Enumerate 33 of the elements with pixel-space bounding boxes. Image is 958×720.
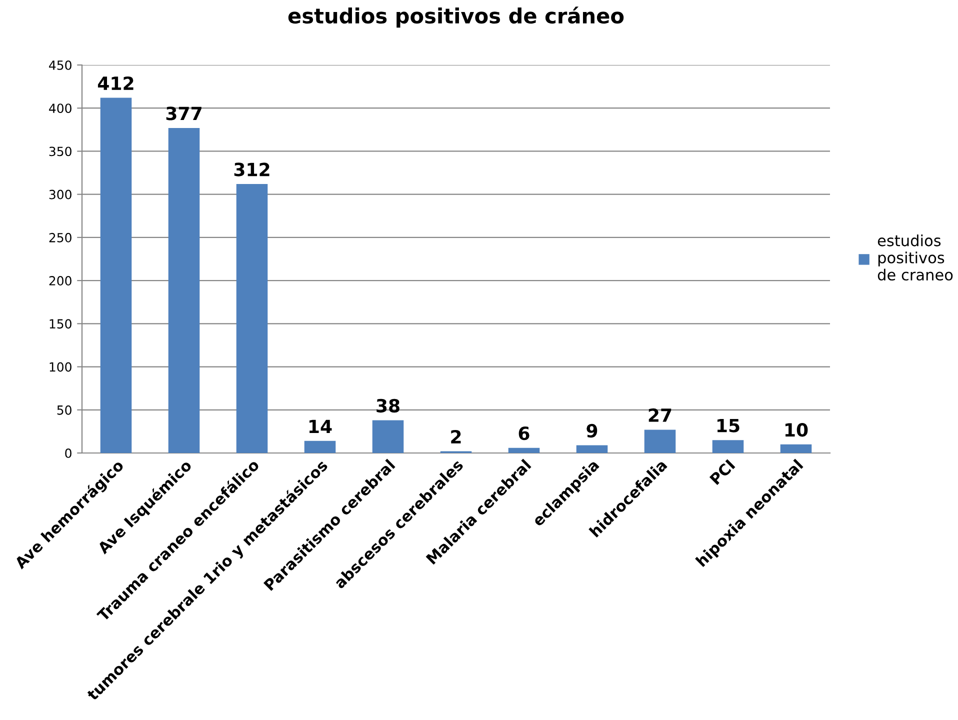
y-tick-label: 450 (49, 60, 72, 70)
data-label: 6 (518, 426, 530, 440)
y-tick-label: 300 (49, 190, 72, 200)
y-tick-label: 350 (49, 146, 72, 156)
bar (372, 420, 404, 453)
y-tick-label: 400 (49, 104, 72, 114)
bar (780, 444, 812, 453)
data-label: 377 (166, 106, 202, 120)
y-tick-label: 250 (49, 232, 72, 242)
data-label: 412 (98, 76, 134, 90)
data-label: 15 (717, 418, 740, 432)
bar (168, 128, 200, 453)
bar (100, 98, 132, 453)
bar (712, 440, 744, 453)
data-label: 14 (309, 420, 332, 434)
y-tick-label: 0 (65, 448, 72, 458)
y-tick-label: 200 (49, 276, 72, 286)
bar (508, 448, 540, 453)
bar (236, 184, 268, 453)
data-label: 27 (648, 408, 672, 422)
y-tick-label: 100 (50, 362, 72, 372)
bar (644, 430, 676, 453)
legend-label: estudios positivos de craneo (878, 234, 953, 281)
bar (304, 440, 336, 453)
data-label: 9 (586, 424, 598, 438)
data-label: 2 (451, 430, 461, 444)
y-tick-label: 50 (57, 405, 72, 415)
y-tick-label: 150 (50, 319, 72, 329)
data-label: 10 (785, 423, 808, 437)
bar (576, 445, 608, 453)
data-label: 38 (376, 398, 400, 413)
chart-title: estudios positivos de cráneo (288, 6, 624, 28)
data-label: 312 (234, 162, 270, 176)
